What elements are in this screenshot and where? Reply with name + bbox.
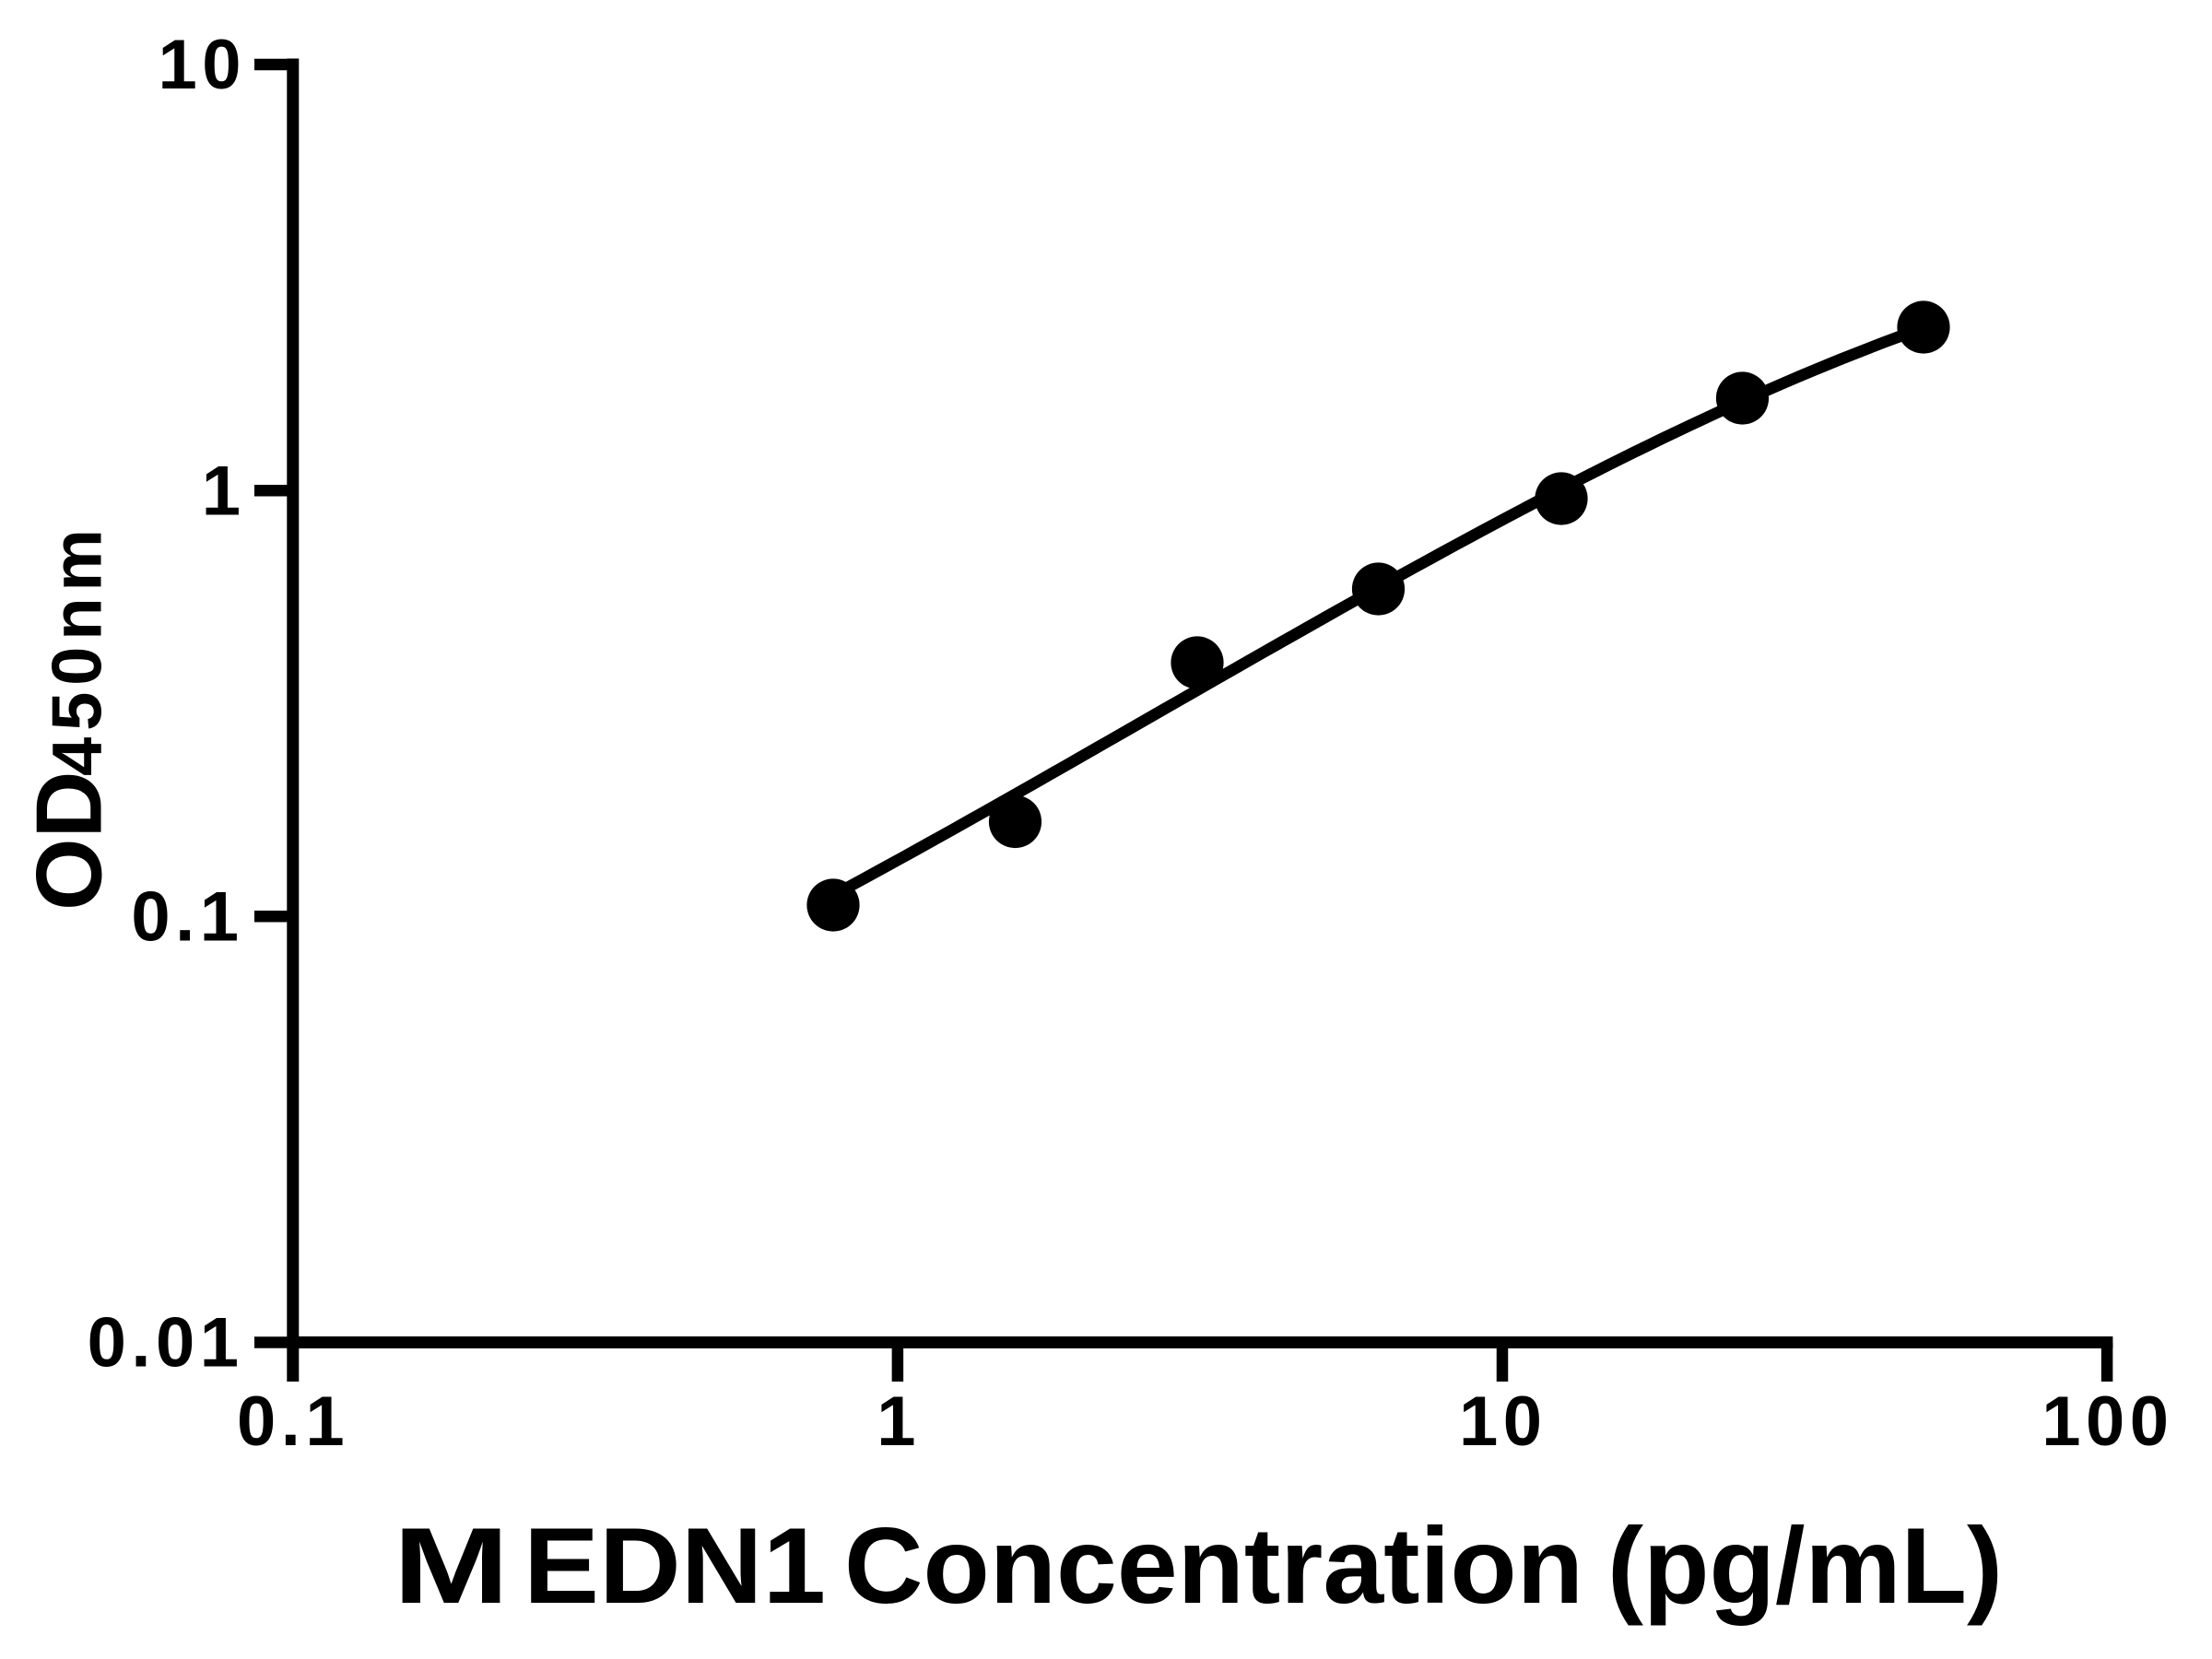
svg-text:0.1: 0.1 bbox=[131, 878, 243, 957]
svg-text:(pg/mL): (pg/mL) bbox=[1607, 1505, 2003, 1626]
svg-text:1: 1 bbox=[202, 452, 241, 530]
svg-text:M: M bbox=[394, 1505, 510, 1626]
svg-text:100: 100 bbox=[2041, 1382, 2173, 1461]
svg-text:10: 10 bbox=[158, 26, 246, 104]
svg-text:10: 10 bbox=[1459, 1382, 1547, 1461]
svg-text:OD: OD bbox=[18, 771, 122, 912]
svg-text:EDN1: EDN1 bbox=[524, 1505, 826, 1626]
svg-text:0.1: 0.1 bbox=[237, 1382, 349, 1461]
svg-text:450nm: 450nm bbox=[39, 523, 117, 776]
svg-text:1: 1 bbox=[877, 1382, 915, 1461]
svg-text:0.01: 0.01 bbox=[88, 1304, 244, 1382]
svg-text:Concentration: Concentration bbox=[844, 1505, 1583, 1626]
